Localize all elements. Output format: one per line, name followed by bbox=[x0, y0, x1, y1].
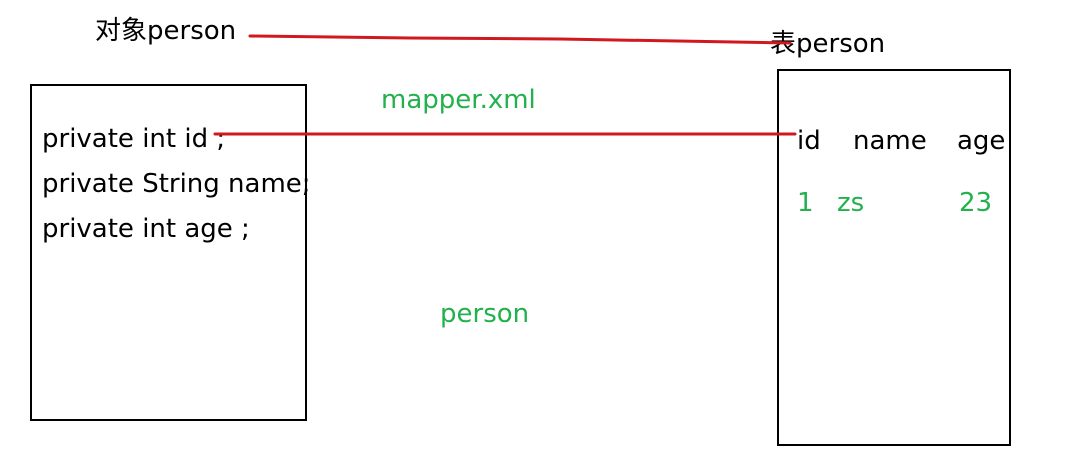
field-id: private int id ; bbox=[42, 124, 226, 154]
table-cell-id: 1 bbox=[797, 188, 814, 218]
table-title: 表person bbox=[770, 29, 886, 59]
column-header-age: age bbox=[957, 126, 1006, 156]
table-cell-name: zs bbox=[837, 188, 865, 218]
field-age: private int age ; bbox=[42, 214, 250, 244]
object-to-table-connector bbox=[248, 34, 792, 45]
object-title: 对象person bbox=[95, 16, 237, 46]
database-table-box: id name age 1 zs 23 bbox=[777, 69, 1011, 446]
mapper-xml-label: mapper.xml bbox=[381, 85, 536, 115]
object-class-box: private int id ; private String name; pr… bbox=[30, 84, 311, 421]
field-name: private String name; bbox=[42, 169, 311, 199]
mapping-person-label: person bbox=[440, 299, 530, 329]
column-header-name: name bbox=[853, 126, 927, 156]
column-header-id: id bbox=[797, 126, 821, 156]
table-cell-age: 23 bbox=[959, 188, 993, 218]
